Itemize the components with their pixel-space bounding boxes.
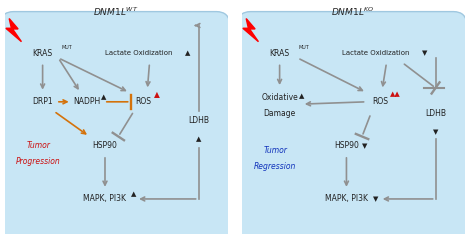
Text: ▲: ▲ xyxy=(101,94,107,100)
Text: Regression: Regression xyxy=(254,162,296,171)
Text: MUT: MUT xyxy=(62,45,73,50)
Text: ▼: ▼ xyxy=(433,129,438,135)
Text: ▼: ▼ xyxy=(422,50,427,56)
Text: ▼: ▼ xyxy=(362,143,367,149)
Text: KRAS: KRAS xyxy=(33,49,53,58)
Text: ▲: ▲ xyxy=(131,191,137,197)
Text: $\it{DNM1L}^{KO}$: $\it{DNM1L}^{KO}$ xyxy=(331,5,375,18)
FancyBboxPatch shape xyxy=(0,12,230,236)
Text: Oxidative: Oxidative xyxy=(261,93,298,102)
Text: KRAS: KRAS xyxy=(270,49,290,58)
Text: ▲: ▲ xyxy=(196,136,201,142)
Text: NADPH: NADPH xyxy=(73,97,101,106)
Text: HSP90: HSP90 xyxy=(92,141,118,150)
Text: MAPK, PI3K: MAPK, PI3K xyxy=(325,194,368,203)
Text: ▲: ▲ xyxy=(185,50,190,56)
Text: LDHB: LDHB xyxy=(188,116,209,125)
Text: Progression: Progression xyxy=(16,157,61,166)
Text: Tumor: Tumor xyxy=(263,146,287,155)
Text: ROS: ROS xyxy=(135,97,151,106)
Text: ▲: ▲ xyxy=(299,93,305,99)
Text: MUT: MUT xyxy=(299,45,310,50)
Text: Tumor: Tumor xyxy=(26,141,50,150)
Polygon shape xyxy=(6,19,21,42)
Text: $\it{DNM1L}^{WT}$: $\it{DNM1L}^{WT}$ xyxy=(93,5,139,18)
Text: Lactate Oxidization: Lactate Oxidization xyxy=(105,50,172,56)
Text: HSP90: HSP90 xyxy=(334,141,359,150)
Text: ROS: ROS xyxy=(372,97,388,106)
Text: LDHB: LDHB xyxy=(425,109,446,118)
Text: ▲: ▲ xyxy=(155,90,160,99)
Text: ▼: ▼ xyxy=(373,196,378,202)
FancyBboxPatch shape xyxy=(237,12,467,236)
Text: Lactate Oxidization: Lactate Oxidization xyxy=(342,50,409,56)
Text: MAPK, PI3K: MAPK, PI3K xyxy=(83,194,127,203)
Polygon shape xyxy=(243,19,258,42)
Text: Damage: Damage xyxy=(264,109,296,118)
Text: ▲▲: ▲▲ xyxy=(390,91,401,97)
Text: DRP1: DRP1 xyxy=(32,97,53,106)
